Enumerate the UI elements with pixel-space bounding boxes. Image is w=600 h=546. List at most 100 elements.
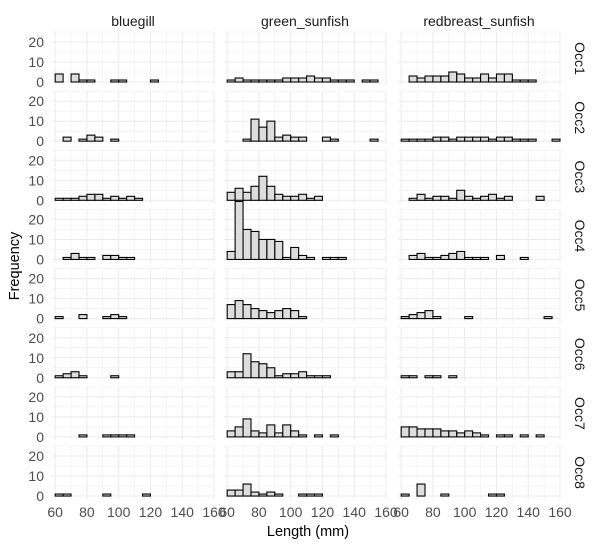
x-tick-label: 120 <box>311 504 335 520</box>
histogram-bar <box>298 254 308 260</box>
histogram-bar <box>487 493 498 497</box>
histogram-bar <box>480 73 490 83</box>
histogram-bar <box>519 79 529 83</box>
histogram-bar <box>408 314 418 320</box>
histogram-bar <box>102 254 112 260</box>
histogram-bar <box>464 256 474 261</box>
y-axis-tick-labels: 0 10 20 0 10 20 0 10 20 0 10 20 0 10 20 0 10 20 0 10 20 0 10 20 <box>28 34 44 504</box>
histogram-bar <box>258 493 268 497</box>
histogram-bar <box>54 197 64 201</box>
histogram-bar <box>242 353 252 379</box>
histogram-bar <box>86 193 96 201</box>
histogram-bar <box>126 434 136 438</box>
facet-panel <box>224 268 387 322</box>
histogram-bar <box>551 138 561 142</box>
histogram-bar <box>495 73 505 83</box>
histogram-bar <box>266 120 276 142</box>
histogram-bar <box>126 195 136 201</box>
histogram-bar <box>424 75 434 83</box>
facet-panel <box>52 327 215 381</box>
histogram-bar <box>250 430 260 438</box>
histogram-bar <box>408 375 418 379</box>
histogram-bar <box>400 426 410 438</box>
histogram-bar <box>448 375 458 379</box>
histogram-bar <box>70 252 80 260</box>
histogram-bar <box>424 375 434 379</box>
histogram-bar <box>226 430 236 438</box>
histogram-bar <box>250 491 260 497</box>
facet-panel <box>52 90 215 145</box>
histogram-bar <box>258 310 268 320</box>
histogram-bar <box>78 256 88 261</box>
histogram-bar <box>306 493 316 497</box>
histogram-bar <box>118 256 128 261</box>
facet-panel <box>52 445 215 500</box>
histogram-bar <box>242 191 252 201</box>
histogram-bar <box>306 197 316 201</box>
histogram-bar <box>78 79 88 83</box>
panel-gridlines <box>398 150 561 204</box>
histogram-bar <box>416 77 426 83</box>
histogram-bar <box>266 312 276 320</box>
histogram-bar <box>313 77 324 83</box>
histogram-bar <box>456 432 466 438</box>
histogram-bar <box>313 195 324 201</box>
x-tick-label: 60 <box>393 504 409 520</box>
histogram-bar <box>266 491 276 497</box>
histogram-bar <box>464 430 474 438</box>
histogram-bar <box>503 434 513 438</box>
histogram-bar <box>424 256 434 261</box>
histogram-bar <box>432 75 442 83</box>
histogram-bar <box>62 373 72 379</box>
histogram-bar <box>321 136 331 142</box>
y-tick-label: 10 <box>28 468 44 484</box>
histogram-bar <box>416 428 426 438</box>
histogram-bar <box>242 483 252 497</box>
y-tick-label: 10 <box>28 350 44 366</box>
histogram-bar <box>78 138 88 142</box>
y-tick-label: 20 <box>28 448 44 464</box>
histogram-bar <box>456 189 466 201</box>
histogram-bar <box>519 434 529 438</box>
histogram-bar <box>102 316 112 320</box>
histogram-bar <box>487 138 498 142</box>
histogram-bar <box>234 300 244 320</box>
x-tick-label: 160 <box>548 504 572 520</box>
histogram-bar <box>70 73 80 83</box>
histogram-bar <box>456 136 466 142</box>
histogram-bar <box>118 434 128 438</box>
histogram-bar <box>274 136 284 142</box>
histogram-bar <box>282 256 292 261</box>
histogram-bar <box>290 310 300 320</box>
histogram-bar <box>110 375 120 379</box>
histogram-bar <box>282 424 292 438</box>
histogram-bar <box>472 197 482 201</box>
row-strip-label: Occ5 <box>572 279 588 312</box>
histogram-bar <box>416 483 426 497</box>
histogram-bar <box>242 418 252 438</box>
column-strip-labels: bluegill green_sunfish redbreast_sunfish <box>111 13 534 29</box>
histogram-bar <box>495 493 505 497</box>
histogram-bar <box>78 314 88 320</box>
histogram-bar <box>250 308 260 320</box>
histogram-bar <box>345 79 355 83</box>
histogram-bar <box>543 316 553 320</box>
histogram-bar <box>464 195 474 201</box>
histogram-bar <box>70 371 80 379</box>
histogram-bar <box>408 75 418 83</box>
histogram-bar <box>456 250 466 260</box>
histogram-bar <box>408 426 418 438</box>
histogram-bar <box>290 373 300 379</box>
histogram-bar <box>274 493 284 497</box>
x-tick-label: 80 <box>79 504 95 520</box>
histogram-bar <box>448 197 458 201</box>
panel-gridlines <box>52 31 215 85</box>
histogram-bar <box>369 79 379 83</box>
row-strip-label: Occ4 <box>572 220 588 253</box>
histogram-bar <box>54 493 64 497</box>
histogram-bar <box>440 493 450 497</box>
histogram-bar <box>511 138 521 142</box>
facet-panel <box>224 445 387 500</box>
histogram-bar <box>266 367 276 379</box>
